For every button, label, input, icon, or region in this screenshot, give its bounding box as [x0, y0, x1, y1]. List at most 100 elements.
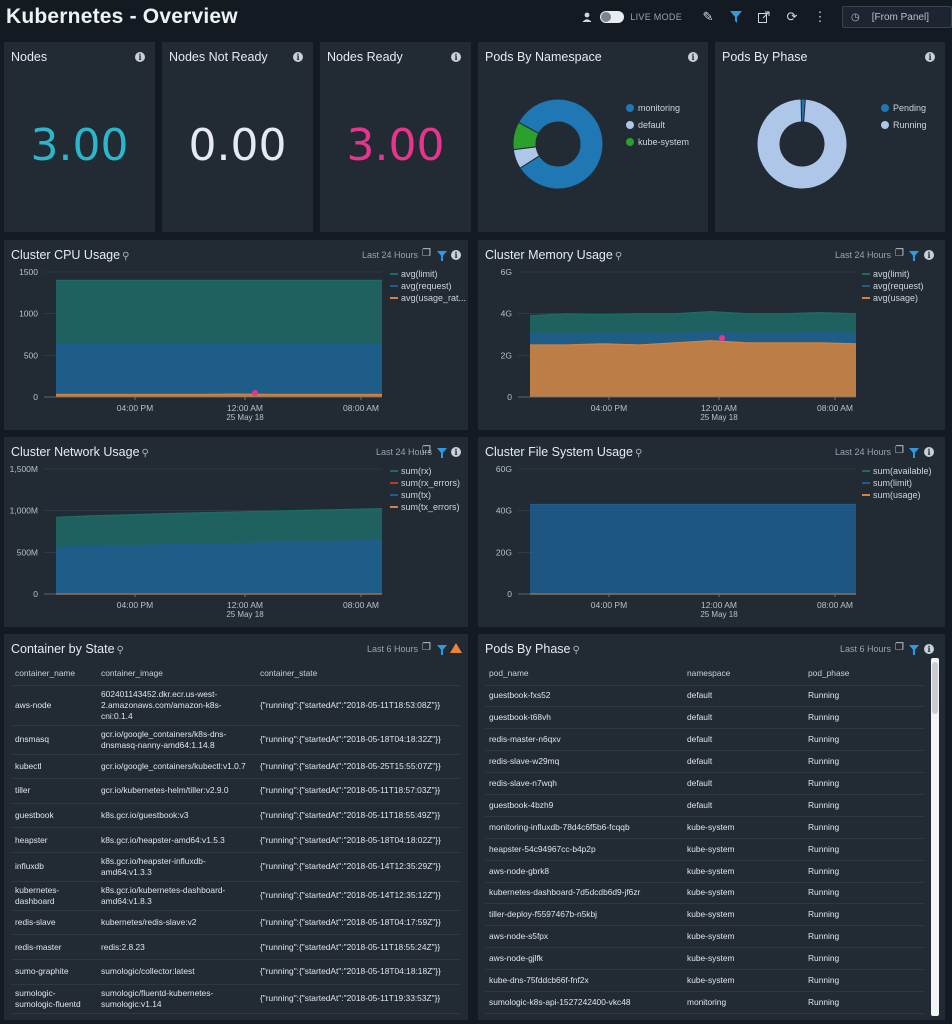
- zoom-icon[interactable]: ⚲: [122, 251, 130, 262]
- column-header[interactable]: container_name: [11, 662, 97, 686]
- legend-item[interactable]: avg(request): [390, 280, 466, 292]
- table-row[interactable]: redis-slave-n7wqh default Running: [485, 772, 925, 795]
- table-row[interactable]: heapster-54c94967cc-b4p2p kube-system Runn…: [485, 838, 925, 861]
- filter-icon[interactable]: [437, 251, 447, 261]
- table-row[interactable]: kubernetes-dashboard-7d5dcdb6d9-jf6zr kub…: [485, 882, 925, 905]
- x-tick-label: 12:00 AM: [227, 600, 263, 610]
- legend-item[interactable]: sum(usage): [862, 489, 932, 501]
- table-row[interactable]: heapster k8s.gcr.io/heapster-amd64:v1.5.3…: [11, 827, 461, 853]
- info-icon[interactable]: i: [925, 52, 935, 62]
- more-menu-icon[interactable]: ⋮: [813, 9, 827, 24]
- column-header[interactable]: container_state: [256, 662, 461, 686]
- donut-slice-Running[interactable]: [756, 98, 848, 190]
- table-row[interactable]: redis-master redis:2.8.23 {"running":{"sta…: [11, 934, 461, 961]
- share-icon[interactable]: [750, 3, 778, 31]
- legend-item[interactable]: sum(tx): [390, 489, 460, 501]
- table-row[interactable]: guestbook k8s.gcr.io/guestbook:v3 {"runnin…: [11, 803, 461, 829]
- legend-item[interactable]: kube-system: [626, 133, 689, 150]
- zoom-icon[interactable]: ⚲: [141, 448, 149, 459]
- legend-item[interactable]: avg(limit): [390, 268, 466, 280]
- column-header[interactable]: namespace: [683, 662, 804, 686]
- info-icon[interactable]: i: [451, 250, 461, 260]
- refresh-icon[interactable]: ⟳: [786, 9, 798, 24]
- legend-item[interactable]: Running: [881, 116, 927, 133]
- zoom-icon[interactable]: ⚲: [572, 645, 580, 656]
- copy-icon[interactable]: ❐: [422, 642, 431, 653]
- legend-item[interactable]: avg(usage): [862, 292, 924, 304]
- zoom-icon[interactable]: ⚲: [116, 645, 124, 656]
- table-row[interactable]: dnsmasq gcr.io/google_containers/k8s-dns-…: [11, 725, 461, 755]
- filter-button[interactable]: [722, 3, 750, 31]
- legend-item[interactable]: sum(rx_errors): [390, 477, 460, 489]
- copy-icon[interactable]: ❐: [895, 642, 904, 653]
- info-icon[interactable]: i: [451, 52, 461, 62]
- legend-item[interactable]: sum(available): [862, 465, 932, 477]
- scrollbar-thumb[interactable]: [932, 662, 938, 714]
- event-marker[interactable]: [252, 390, 258, 396]
- table-row[interactable]: monitoring-influxdb-78d4c6f5b6-fcqqb kube…: [485, 816, 925, 839]
- table-row[interactable]: tiller gcr.io/kubernetes-helm/tiller:v2.9…: [11, 778, 461, 804]
- series-area-avg(request)[interactable]: [56, 344, 382, 398]
- info-icon[interactable]: i: [293, 52, 303, 62]
- zoom-icon[interactable]: ⚲: [614, 251, 623, 262]
- table-row[interactable]: sumologic-sumologic-fluentd sumologic/flu…: [11, 984, 461, 1014]
- copy-icon[interactable]: ❐: [895, 445, 904, 456]
- live-mode-toggle[interactable]: [600, 11, 625, 23]
- copy-icon[interactable]: ❐: [895, 248, 904, 259]
- table-row[interactable]: aws-node-gjlfk kube-system Running: [485, 947, 925, 971]
- info-icon[interactable]: i: [924, 447, 934, 457]
- column-header[interactable]: pod_phase: [804, 662, 925, 686]
- filter-icon[interactable]: [909, 251, 919, 261]
- filter-icon[interactable]: [909, 645, 919, 655]
- info-icon[interactable]: i: [924, 250, 934, 260]
- copy-icon[interactable]: ❐: [422, 445, 431, 456]
- legend-item[interactable]: Pending: [881, 99, 927, 116]
- column-header[interactable]: pod_name: [485, 662, 683, 686]
- edit-icon[interactable]: ✎: [702, 9, 714, 24]
- table-row[interactable]: guestbook-4bzh9 default Running: [485, 794, 925, 817]
- series-area-sum(tx)[interactable]: [56, 540, 382, 594]
- table-row[interactable]: influxdb k8s.gcr.io/heapster-influxdb-amd…: [11, 852, 461, 882]
- zoom-icon[interactable]: ⚲: [634, 448, 643, 459]
- table-row[interactable]: kubectl gcr.io/google_containers/kubectl:…: [11, 754, 461, 780]
- legend-item[interactable]: sum(limit): [862, 477, 932, 489]
- table-scrollbar[interactable]: [931, 658, 939, 1016]
- series-area-avg(usage)[interactable]: [530, 340, 856, 397]
- info-icon[interactable]: i: [688, 52, 698, 62]
- table-row[interactable]: tiller-deploy-f5597467b-n5kbj kube-system…: [485, 903, 925, 927]
- table-row[interactable]: redis-master-n6qxv default Running: [485, 728, 925, 752]
- table-row[interactable]: sumologic-k8s-api-1527242400-vkc48 monito…: [485, 991, 925, 1014]
- info-icon[interactable]: i: [451, 447, 461, 457]
- table-row[interactable]: guestbook-fxs52 default Running: [485, 685, 925, 708]
- table-row[interactable]: redis-slave-w29mq default Running: [485, 750, 925, 774]
- table-row[interactable]: aws-node-gbrk8 kube-system Running: [485, 860, 925, 883]
- column-header[interactable]: container_image: [97, 662, 256, 686]
- legend-item[interactable]: sum(tx_errors): [390, 501, 460, 513]
- legend-item[interactable]: default: [626, 116, 689, 133]
- filter-icon[interactable]: [437, 448, 447, 458]
- legend-item[interactable]: avg(limit): [862, 268, 924, 280]
- legend-item[interactable]: avg(usage_rat...: [390, 292, 466, 304]
- table-row[interactable]: guestbook-t68vh default Running: [485, 706, 925, 730]
- info-icon[interactable]: i: [924, 644, 934, 654]
- table-row[interactable]: redis-slave kubernetes/redis-slave:v2 {"ru…: [11, 910, 461, 936]
- warning-icon[interactable]: [450, 643, 462, 653]
- legend-item[interactable]: avg(request): [862, 280, 924, 292]
- event-marker[interactable]: [719, 335, 725, 341]
- filter-icon[interactable]: [437, 645, 447, 655]
- table-row[interactable]: kube-dns-75fddcb66f-fnf2x kube-system Runn…: [485, 969, 925, 992]
- legend-item[interactable]: sum(rx): [390, 465, 460, 477]
- donut-slice-monitoring[interactable]: [517, 98, 604, 190]
- table-row[interactable]: kubernetes-dashboard k8s.gcr.io/kubernete…: [11, 881, 461, 911]
- donut-slice-kube-system[interactable]: [512, 121, 540, 151]
- info-icon[interactable]: i: [135, 52, 145, 62]
- user-icon[interactable]: [578, 3, 596, 31]
- table-row[interactable]: aws-node 602401143452.dkr.ecr.us-west-2.a…: [11, 685, 461, 726]
- time-range-selector[interactable]: ◷ [From Panel]: [842, 6, 952, 28]
- table-row[interactable]: sumo-graphite sumologic/collector:latest{…: [11, 959, 461, 985]
- filter-icon[interactable]: [909, 448, 919, 458]
- series-area-sum(limit)[interactable]: [530, 504, 856, 594]
- table-row[interactable]: aws-node-s5fpx kube-system Running: [485, 925, 925, 949]
- legend-item[interactable]: monitoring: [626, 99, 689, 116]
- copy-icon[interactable]: ❐: [422, 248, 431, 259]
